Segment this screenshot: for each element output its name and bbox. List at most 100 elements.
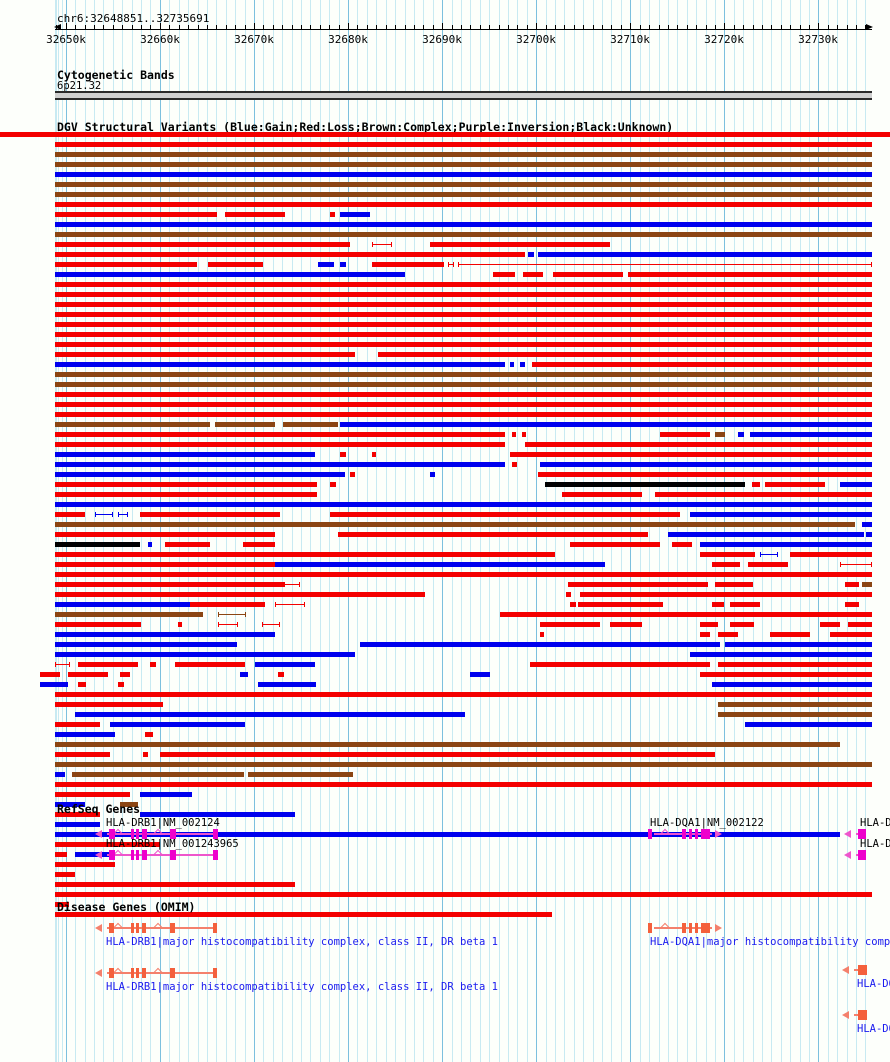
sv-segment[interactable] [190,602,265,607]
sv-segment[interactable] [120,672,130,677]
sv-segment[interactable] [340,212,370,217]
gene-model[interactable] [648,921,722,934]
sv-segment[interactable] [660,432,710,437]
sv-segment[interactable] [372,452,376,457]
sv-segment[interactable] [530,662,710,667]
sv-segment[interactable] [718,662,872,667]
exon-block[interactable] [858,965,867,975]
sv-segment[interactable] [165,542,210,547]
sv-segment[interactable] [55,252,525,257]
gene-label[interactable]: HLA-DRB1|major histocompatibility comple… [106,981,498,993]
exon-block[interactable] [701,923,710,933]
sv-segment[interactable] [372,262,444,267]
sv-segment[interactable] [250,602,258,607]
exon-block[interactable] [142,923,146,933]
sv-segment[interactable] [715,432,725,437]
exon-block[interactable] [695,829,698,839]
sv-segment[interactable] [570,542,660,547]
exon-block[interactable] [858,829,866,839]
sv-segment[interactable] [553,272,623,277]
sv-segment[interactable] [340,452,346,457]
sv-segment[interactable] [448,262,454,267]
sv-segment[interactable] [540,632,544,637]
sv-segment[interactable] [538,472,872,477]
gene-model[interactable] [844,827,870,840]
sv-segment[interactable] [258,682,316,687]
sv-segment[interactable] [55,882,295,887]
sv-segment[interactable] [55,602,215,607]
sv-segment[interactable] [340,422,872,427]
sv-segment[interactable] [55,232,872,237]
sv-segment[interactable] [562,492,642,497]
sv-segment[interactable] [72,772,244,777]
sv-segment[interactable] [628,272,872,277]
sv-segment[interactable] [55,292,872,297]
sv-segment[interactable] [570,602,576,607]
sv-segment[interactable] [55,332,872,337]
sv-segment[interactable] [140,512,280,517]
sv-segment[interactable] [458,262,872,267]
sv-segment[interactable] [330,212,335,217]
sv-segment[interactable] [55,492,317,497]
sv-segment[interactable] [55,172,872,177]
sv-segment[interactable] [150,662,156,667]
sv-segment[interactable] [55,282,872,287]
sv-segment[interactable] [55,192,872,197]
sv-segment[interactable] [528,252,534,257]
sv-segment[interactable] [55,622,141,627]
exon-block[interactable] [701,829,710,839]
sv-segment[interactable] [55,652,355,657]
sv-segment[interactable] [510,452,872,457]
exon-block[interactable] [131,850,134,860]
cytoband-bar[interactable] [55,91,872,100]
sv-segment[interactable] [470,672,490,677]
sv-segment[interactable] [700,672,872,677]
sv-segment[interactable] [283,422,338,427]
sv-segment[interactable] [493,272,515,277]
exon-block[interactable] [695,923,698,933]
exon-block[interactable] [213,829,218,839]
sv-segment[interactable] [430,472,435,477]
exon-block[interactable] [858,1010,867,1020]
exon-block[interactable] [109,923,114,933]
exon-block[interactable] [682,829,686,839]
exon-block[interactable] [142,829,147,839]
sv-segment[interactable] [820,622,840,627]
sv-segment[interactable] [55,782,872,787]
sv-segment[interactable] [55,322,872,327]
gene-model[interactable] [844,848,870,861]
sv-segment[interactable] [140,792,192,797]
sv-segment[interactable] [148,542,152,547]
gene-label[interactable]: HLA-DQA1|NM_002122 [650,817,764,829]
gene-label[interactable]: HLA-DRB1|NM_001243965 [106,838,239,850]
sv-segment[interactable] [690,642,720,647]
sv-segment[interactable] [372,242,392,247]
sv-segment[interactable] [145,732,153,737]
sv-segment[interactable] [55,372,872,377]
sv-segment[interactable] [55,532,275,537]
sv-segment[interactable] [55,662,70,667]
sv-segment[interactable] [55,872,75,877]
sv-segment[interactable] [55,312,872,317]
sv-segment[interactable] [55,482,317,487]
sv-segment[interactable] [240,672,248,677]
sv-segment[interactable] [55,212,217,217]
exon-block[interactable] [142,850,147,860]
exon-block[interactable] [131,968,134,978]
sv-segment[interactable] [55,522,855,527]
sv-segment[interactable] [360,642,690,647]
exon-block[interactable] [170,829,176,839]
sv-segment[interactable] [580,592,872,597]
sv-segment[interactable] [218,622,238,627]
sv-segment[interactable] [848,622,872,627]
sv-segment[interactable] [718,712,872,717]
sv-segment[interactable] [55,852,67,857]
exon-block[interactable] [109,829,115,839]
exon-block[interactable] [648,829,652,839]
sv-segment[interactable] [55,142,872,147]
sv-segment[interactable] [578,602,663,607]
sv-segment[interactable] [55,222,872,227]
sv-segment[interactable] [68,672,108,677]
coordinate-ruler[interactable]: chr6:32648851..32735691 32650k 32660k 3267… [0,0,890,50]
sv-segment[interactable] [540,622,600,627]
